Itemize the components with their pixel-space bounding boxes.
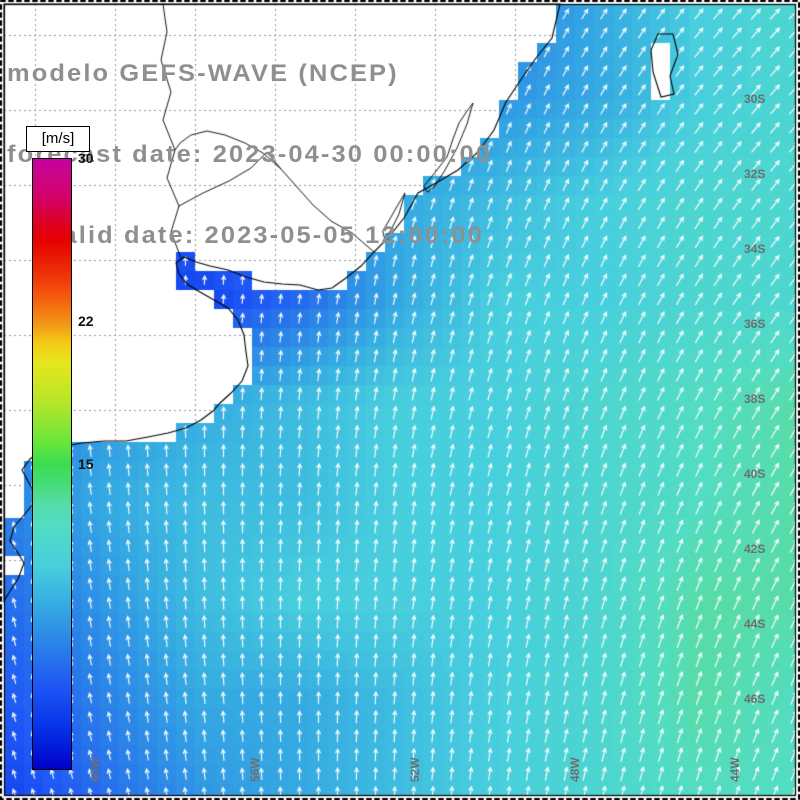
- lon-tick-label-60W: 60W: [88, 757, 102, 782]
- lat-tick-label-46S: 46S: [744, 692, 766, 706]
- lon-tick-label-44W: 44W: [728, 757, 742, 782]
- lon-tick-label-56W: 56W: [248, 757, 262, 782]
- lat-tick-label-32S: 32S: [744, 167, 766, 181]
- lat-tick-label-30S: 30S: [744, 92, 766, 106]
- valid-date-line: valid date: 2023-05-05 12:00:00: [46, 222, 484, 249]
- lat-tick-label-38S: 38S: [744, 392, 766, 406]
- lon-tick-label-52W: 52W: [408, 757, 422, 782]
- lat-tick-label-36S: 36S: [744, 317, 766, 331]
- colorbar-tick-22: 22: [78, 313, 94, 330]
- lat-tick-label-44S: 44S: [744, 617, 766, 631]
- colorbar-tick-15: 15: [78, 456, 94, 472]
- lat-tick-label-34S: 34S: [744, 242, 766, 256]
- colorbar: [32, 158, 72, 770]
- colorbar-units-label: [m/s]: [26, 126, 90, 152]
- lon-tick-label-48W: 48W: [568, 757, 582, 782]
- model-title: modelo GEFS-WAVE (NCEP): [7, 60, 399, 87]
- lat-tick-label-42S: 42S: [744, 542, 766, 556]
- colorbar-tick-30: 30: [78, 150, 94, 166]
- lat-tick-label-40S: 40S: [744, 467, 766, 481]
